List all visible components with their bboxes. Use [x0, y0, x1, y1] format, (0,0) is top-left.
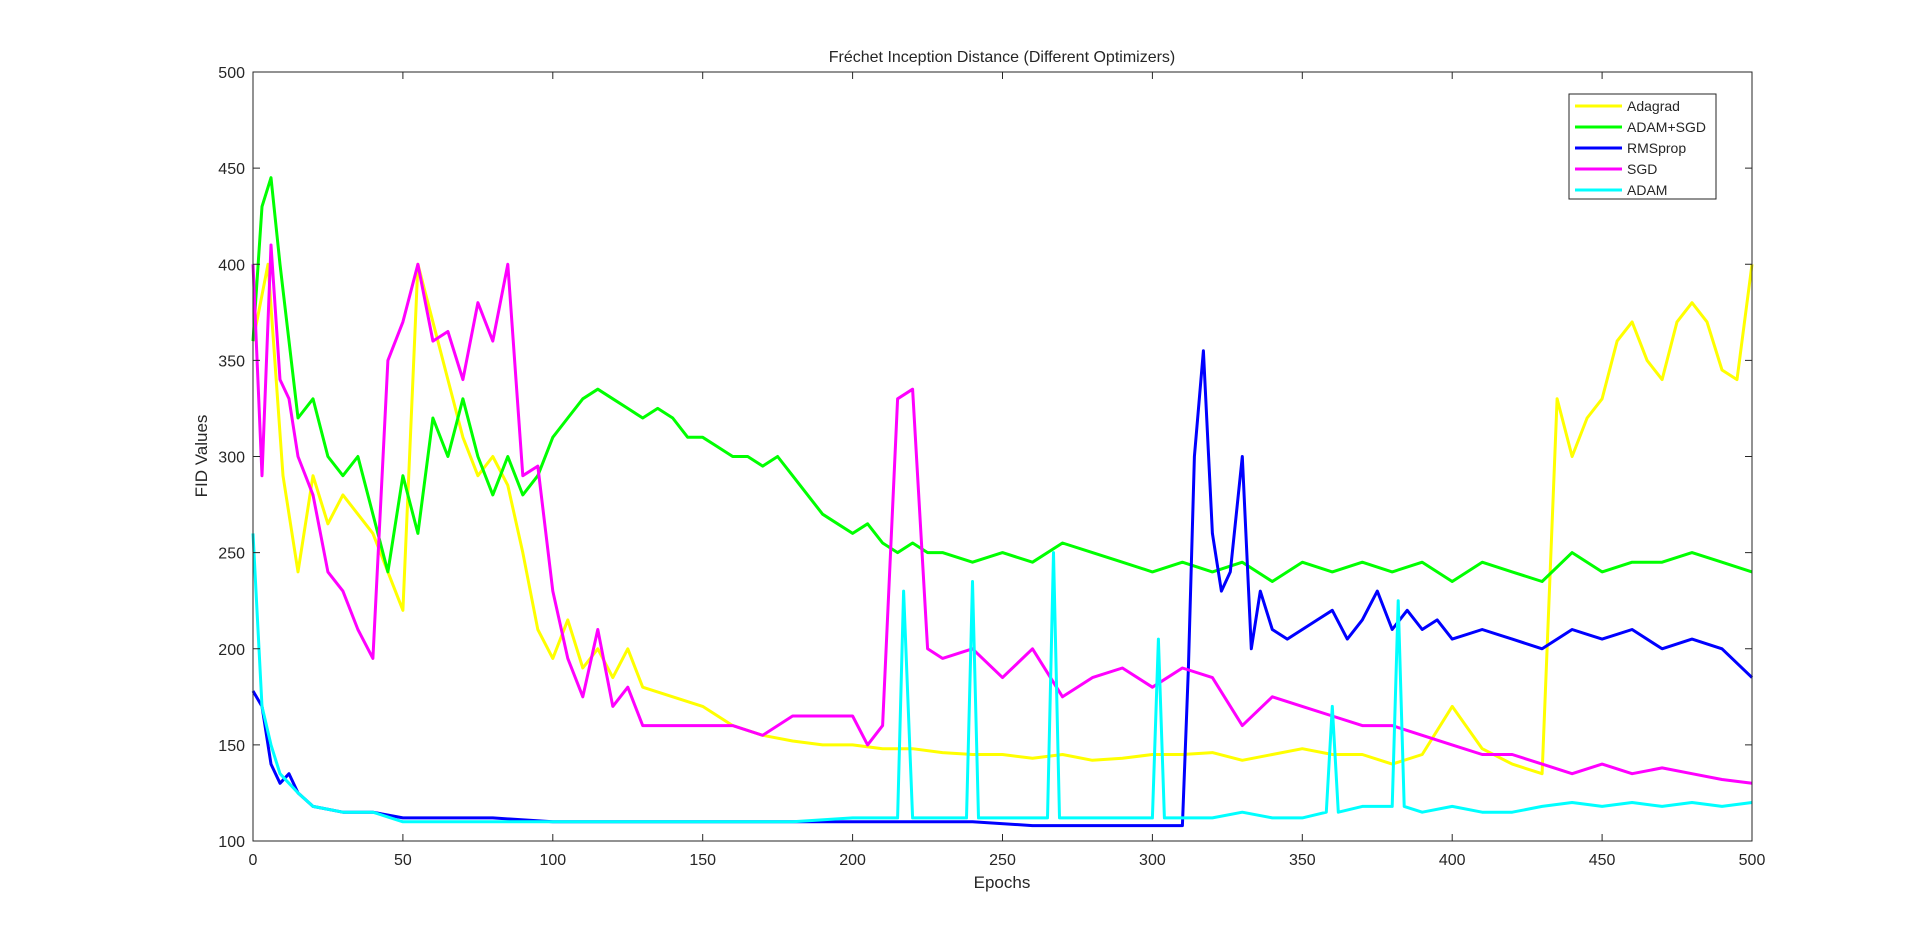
- legend-label-adagrad: Adagrad: [1627, 98, 1680, 114]
- x-tick-label: 50: [394, 852, 412, 869]
- x-tick-label: 250: [989, 852, 1016, 869]
- series-line-adagrad: [251, 262, 1754, 776]
- y-tick-label: 350: [218, 353, 245, 370]
- y-axis-label: FID Values: [192, 415, 211, 498]
- x-tick-label: 150: [689, 852, 716, 869]
- legend-items: Adagrad ADAM+SGD RMSprop SGD ADAM: [1575, 98, 1706, 198]
- legend-label-sgd: SGD: [1627, 161, 1657, 177]
- legend-label-rmsprop: RMSprop: [1627, 140, 1686, 156]
- series-line-rmsprop: [251, 349, 1754, 828]
- x-tick-label: 100: [539, 852, 566, 869]
- legend-label-adam: ADAM: [1627, 182, 1667, 198]
- y-tick-label: 150: [218, 738, 245, 755]
- x-axis-label: Epochs: [974, 873, 1031, 892]
- legend-label-adam-sgd: ADAM+SGD: [1627, 119, 1706, 135]
- x-tick-label: 300: [1139, 852, 1166, 869]
- series-line-adam: [251, 533, 1753, 824]
- y-tick-label: 300: [218, 450, 245, 467]
- y-tick-label: 400: [218, 257, 245, 274]
- y-tick-label: 200: [218, 642, 245, 659]
- x-tick-label: 500: [1739, 852, 1766, 869]
- x-tick-label: 450: [1589, 852, 1616, 869]
- y-axis-ticks: 100 150 200 250 300 350 400 450 500: [218, 65, 1752, 851]
- plot-area: [253, 72, 1752, 841]
- x-tick-label: 350: [1289, 852, 1316, 869]
- legend: Adagrad ADAM+SGD RMSprop SGD ADAM: [1568, 93, 1717, 200]
- y-tick-label: 100: [218, 834, 245, 851]
- series-line-sgd: [251, 243, 1753, 785]
- x-axis-ticks: 0 50 100 150 200 250 300 350 400 450 500: [249, 72, 1766, 869]
- chart-title: Fréchet Inception Distance (Different Op…: [829, 49, 1176, 66]
- y-tick-label: 500: [218, 65, 245, 82]
- series-layer: [251, 176, 1754, 828]
- y-tick-label: 250: [218, 546, 245, 563]
- x-tick-label: 0: [249, 852, 258, 869]
- x-tick-label: 400: [1439, 852, 1466, 869]
- series-line-adam-sgd: [251, 176, 1753, 583]
- x-tick-label: 200: [839, 852, 866, 869]
- y-tick-label: 450: [218, 161, 245, 178]
